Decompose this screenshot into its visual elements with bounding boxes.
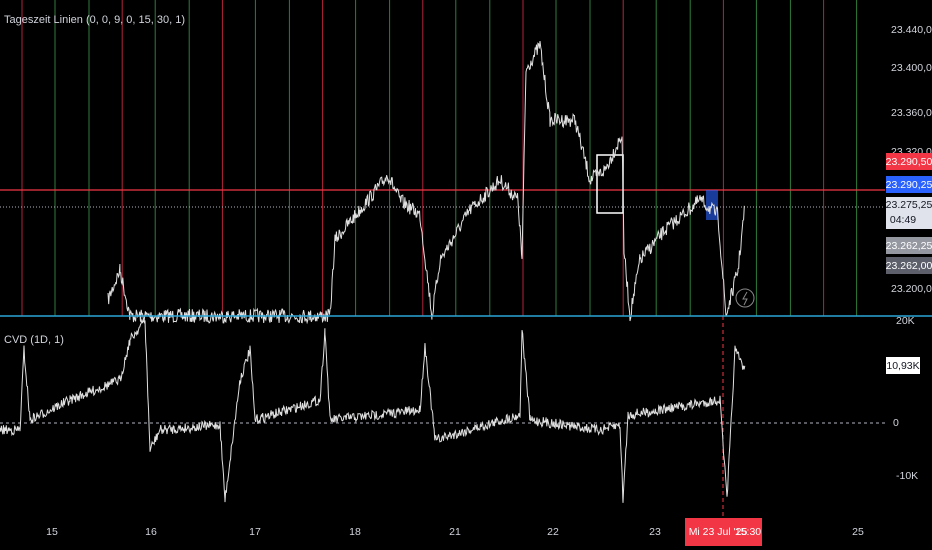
badge — [886, 357, 920, 374]
badge-text: 23.262,00 — [886, 260, 932, 272]
time-axis-label: 16 — [145, 526, 157, 538]
cursor-date: Mi 23 Jul '25 — [689, 526, 748, 538]
badge — [886, 237, 932, 254]
time-axis-label: 23 — [649, 526, 661, 538]
alert-icon[interactable] — [735, 288, 755, 308]
indicator-label: Tageszeit Linien (0, 0, 9, 0, 15, 30, 1) — [4, 14, 185, 26]
indicator-label: CVD (1D, 1) — [4, 334, 64, 346]
badge — [886, 176, 932, 193]
time-axis-label: 21 — [449, 526, 461, 538]
badge-text: 10,93K — [886, 360, 919, 372]
cursor-badge — [685, 518, 762, 546]
time-axis-label: 22 — [547, 526, 559, 538]
price-axis-label: 23.200,00 — [891, 283, 932, 295]
time-axis-label: 25 — [852, 526, 864, 538]
cvd-axis-label: 0 — [893, 417, 899, 429]
time-axis-label: 18 — [349, 526, 361, 538]
price-axis: 23.440,0023.400,0023.360,0023.320,0023.2… — [891, 24, 932, 295]
session-lines — [21, 0, 858, 316]
price-axis-label: 23.400,00 — [891, 62, 932, 74]
badge — [886, 257, 932, 274]
countdown: 04:49 — [890, 214, 916, 226]
time-axis-label: 15 — [46, 526, 58, 538]
cvd-line — [0, 319, 746, 503]
badge-text: 23.290,25 — [886, 179, 932, 191]
alert-bolt — [742, 291, 748, 306]
time-axis: 15 16 17 18 21 22 23 25 — [46, 526, 864, 538]
cursor-time: 15:30 — [735, 526, 761, 538]
badge-text: 23.275,25 — [886, 199, 932, 211]
badge — [886, 153, 932, 170]
time-axis-label: 17 — [249, 526, 261, 538]
price-axis-label: 23.360,00 — [891, 107, 932, 119]
price-axis-label: 23.440,00 — [891, 24, 932, 36]
price-line — [107, 41, 745, 325]
badge-text: 23.262,25 — [886, 240, 932, 252]
badge-text: 23.290,50 — [886, 156, 932, 168]
cvd-axis-label: 20K — [896, 315, 915, 327]
badge — [886, 197, 932, 229]
cvd-axis-label: -10K — [896, 470, 918, 482]
